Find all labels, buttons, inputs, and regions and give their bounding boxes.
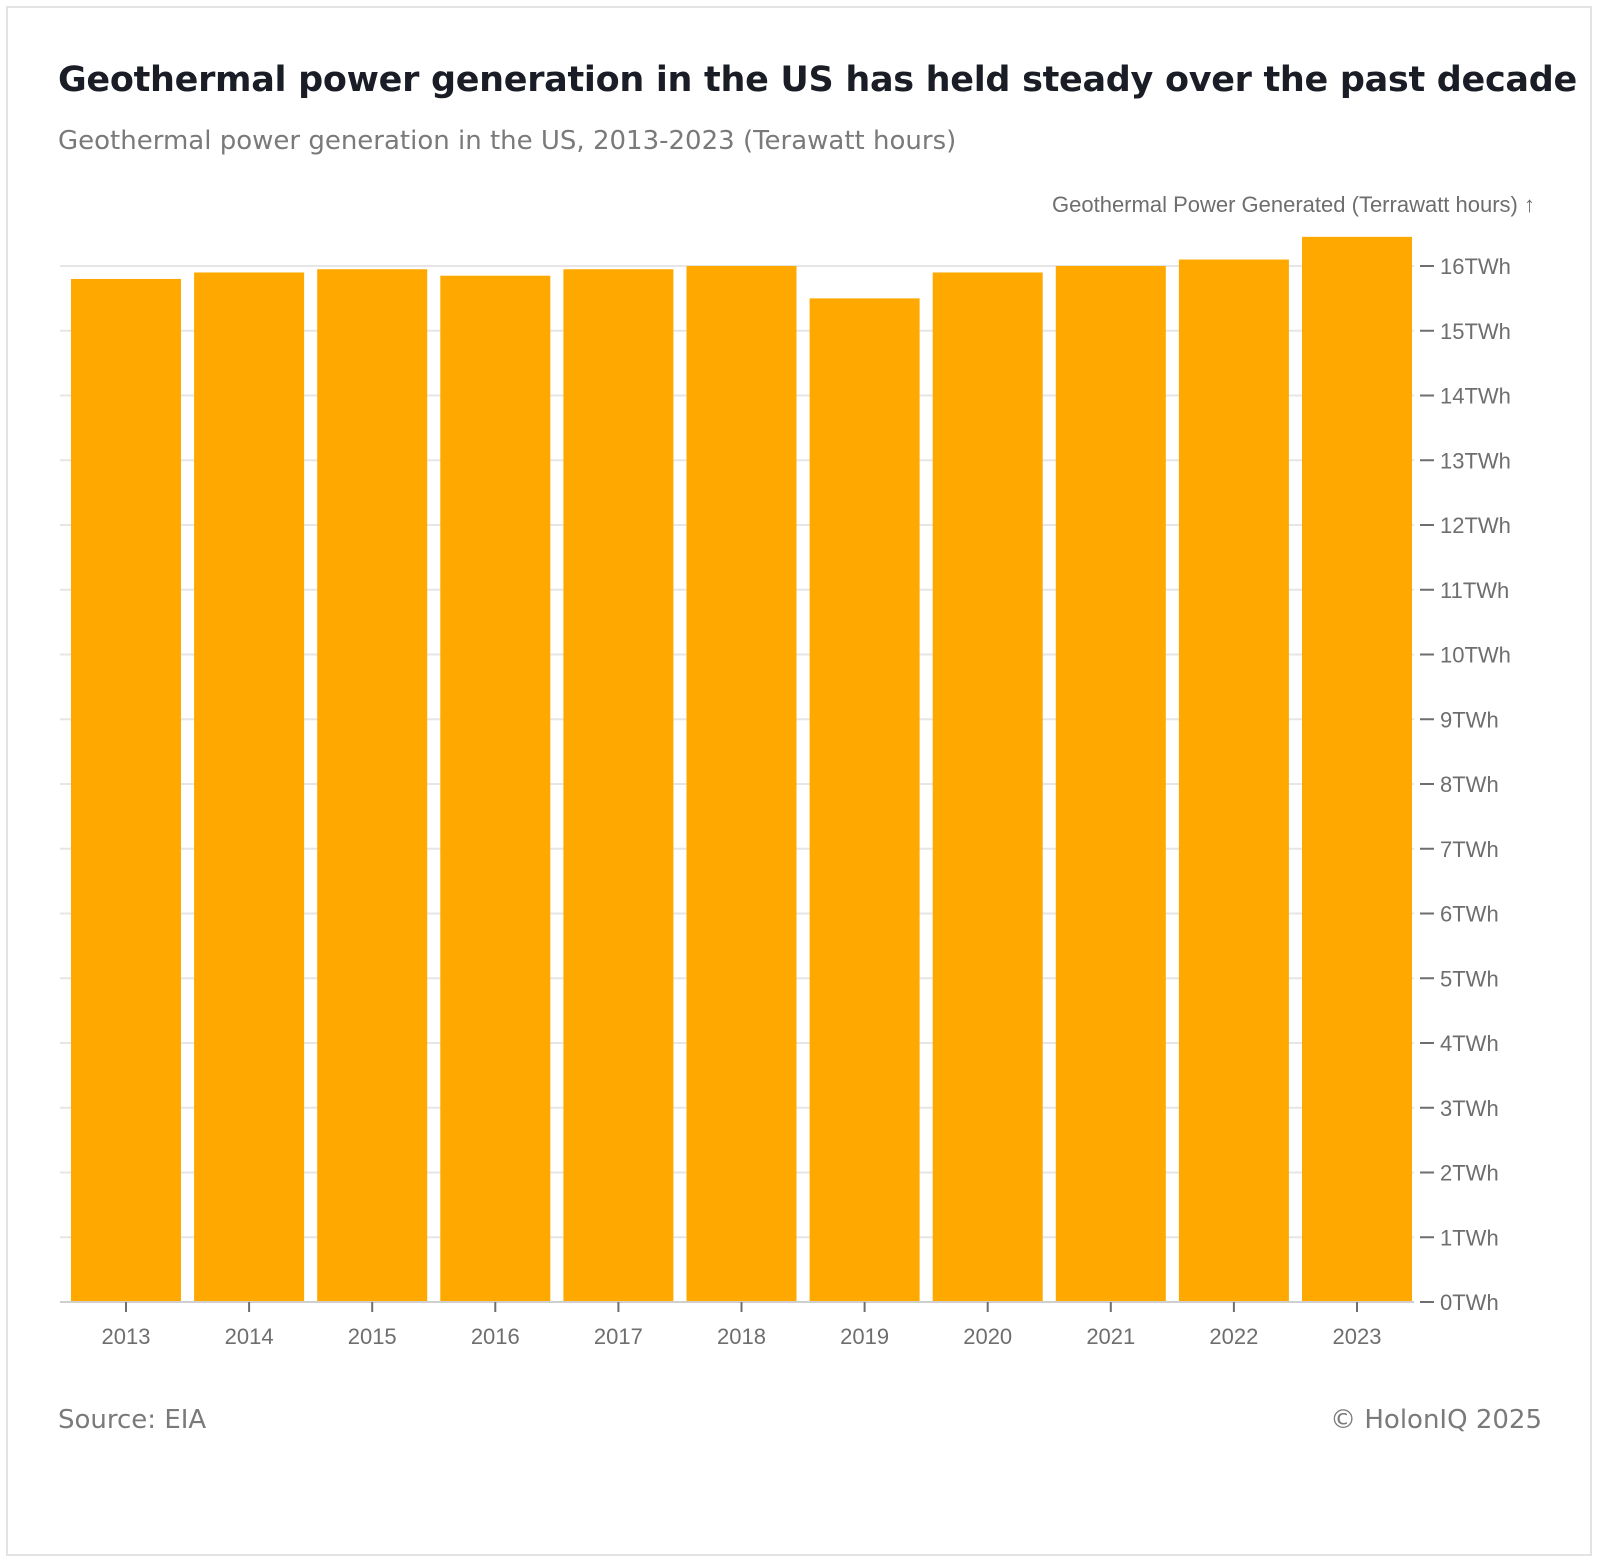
y-tick-label: 16TWh xyxy=(1440,254,1511,279)
x-tick-label: 2022 xyxy=(1209,1324,1258,1349)
y-tick-label: 14TWh xyxy=(1440,384,1511,409)
bars xyxy=(71,236,1412,1303)
y-tick-label: 12TWh xyxy=(1440,513,1511,538)
bar-2014 xyxy=(194,272,305,1303)
y-axis-label: Geothermal Power Generated (Terrawatt ho… xyxy=(1052,192,1535,217)
x-tick-label: 2013 xyxy=(102,1324,151,1349)
y-tick-label: 7TWh xyxy=(1440,837,1499,862)
bar-2019 xyxy=(809,298,920,1302)
y-tick-label: 3TWh xyxy=(1440,1096,1499,1121)
bar-2021 xyxy=(1055,266,1166,1302)
x-tick-label: 2023 xyxy=(1333,1324,1382,1349)
x-tick-label: 2015 xyxy=(348,1324,397,1349)
axes: 0TWh 1TWh 2TWh 3TWh 4TWh 5TWh 6TWh 7TWh 8TWh 9TWh… xyxy=(60,254,1511,1349)
copyright-note: © HolonIQ 2025 xyxy=(1330,1405,1542,1435)
y-tick-label: 0TWh xyxy=(1440,1290,1499,1315)
bar-2018 xyxy=(686,266,797,1302)
y-tick-label: 11TWh xyxy=(1440,578,1509,603)
y-tick-label: 5TWh xyxy=(1440,966,1499,991)
bar-2017 xyxy=(563,269,674,1302)
x-tick-label: 2018 xyxy=(717,1324,766,1349)
bar-2023 xyxy=(1302,236,1412,1302)
chart-subtitle: Geothermal power generation in the US, 2… xyxy=(58,126,957,156)
y-tick-label: 8TWh xyxy=(1440,772,1499,797)
x-tick-label: 2019 xyxy=(840,1324,889,1349)
bar-2016 xyxy=(440,275,551,1302)
y-tick-label: 13TWh xyxy=(1440,448,1511,473)
x-tick-label: 2014 xyxy=(225,1324,274,1349)
bar-2020 xyxy=(932,272,1043,1303)
x-tick-label: 2017 xyxy=(594,1324,643,1349)
y-tick-label: 10TWh xyxy=(1440,643,1511,668)
y-tick-label: 15TWh xyxy=(1440,319,1511,344)
chart-title: Geothermal power generation in the US ha… xyxy=(58,60,1577,100)
bar-2013 xyxy=(71,278,181,1302)
source-note: Source: EIA xyxy=(58,1405,207,1435)
y-tick-label: 9TWh xyxy=(1440,707,1499,732)
y-tick-label: 2TWh xyxy=(1440,1161,1499,1186)
x-tick-label: 2016 xyxy=(471,1324,520,1349)
x-tick-label: 2021 xyxy=(1086,1324,1135,1349)
bar-2022 xyxy=(1178,259,1289,1302)
y-tick-label: 1TWh xyxy=(1440,1225,1499,1250)
x-tick-label: 2020 xyxy=(963,1324,1012,1349)
bar-2015 xyxy=(317,269,428,1302)
y-tick-label: 4TWh xyxy=(1440,1031,1499,1056)
y-tick-label: 6TWh xyxy=(1440,902,1499,927)
